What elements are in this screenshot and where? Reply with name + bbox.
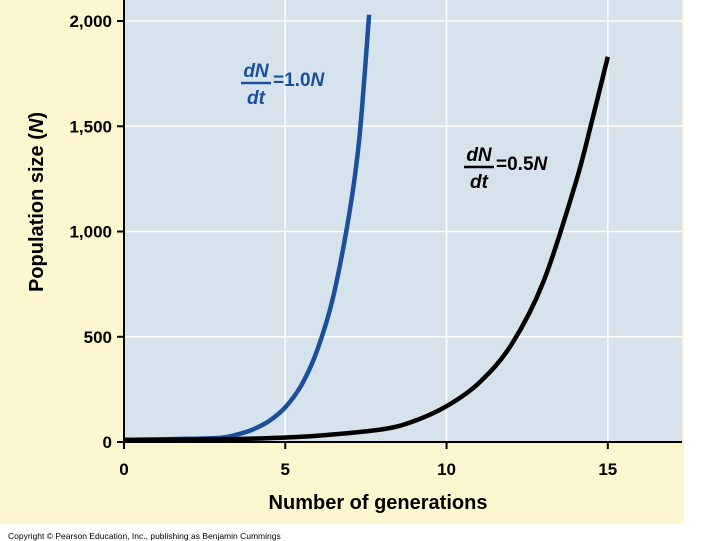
- tick-labels: 0 5 10 15 0 500 1,000 1,500 2,000: [69, 12, 617, 479]
- x-axis-label: Number of generations: [269, 492, 488, 514]
- annotation-rate-05-numerator: dN: [466, 145, 493, 166]
- copyright-text: Copyright © Pearson Education, Inc., pub…: [8, 531, 281, 541]
- series-group: [123, 14, 610, 443]
- x-tick-label-2: 10: [437, 460, 456, 479]
- annotation-rate-1: dN dt =1.0N: [241, 61, 326, 109]
- annotation-rate-1-eq: =1.0: [273, 70, 311, 91]
- y-tick-label-2: 1,000: [69, 223, 112, 242]
- annotation-rate-1-equation: =1.0N: [273, 70, 326, 91]
- x-tick-label-0: 0: [119, 460, 128, 479]
- y-axis-label-var: N: [26, 118, 48, 133]
- annotation-rate-05-equation: =0.5N: [496, 154, 549, 175]
- y-tick-label-4: 2,000: [69, 12, 112, 31]
- y-axis-label-main: Population size (: [26, 133, 48, 292]
- annotation-rate-1-var: N: [311, 70, 326, 91]
- annotation-rate-1-numerator: dN: [243, 61, 270, 82]
- series-line-1: [123, 56, 610, 443]
- plot-area: [124, 0, 682, 442]
- annotation-rate-05-var: N: [534, 154, 549, 175]
- x-tick-label-1: 5: [281, 460, 290, 479]
- axes: [117, 0, 682, 449]
- y-tick-label-1: 500: [84, 328, 112, 347]
- y-tick-label-3: 1,500: [69, 117, 112, 136]
- y-tick-label-0: 0: [103, 433, 112, 452]
- annotation-rate-05: dN dt =0.5N: [464, 145, 549, 193]
- x-tick-label-3: 15: [598, 460, 617, 479]
- gridlines: [124, 0, 682, 442]
- y-axis-label: Population size (N): [26, 112, 48, 292]
- annotation-rate-05-denominator: dt: [470, 172, 489, 193]
- annotation-rate-1-denominator: dt: [247, 88, 266, 109]
- y-axis-label-close: ): [26, 112, 48, 119]
- annotation-rate-05-eq: =0.5: [496, 154, 534, 175]
